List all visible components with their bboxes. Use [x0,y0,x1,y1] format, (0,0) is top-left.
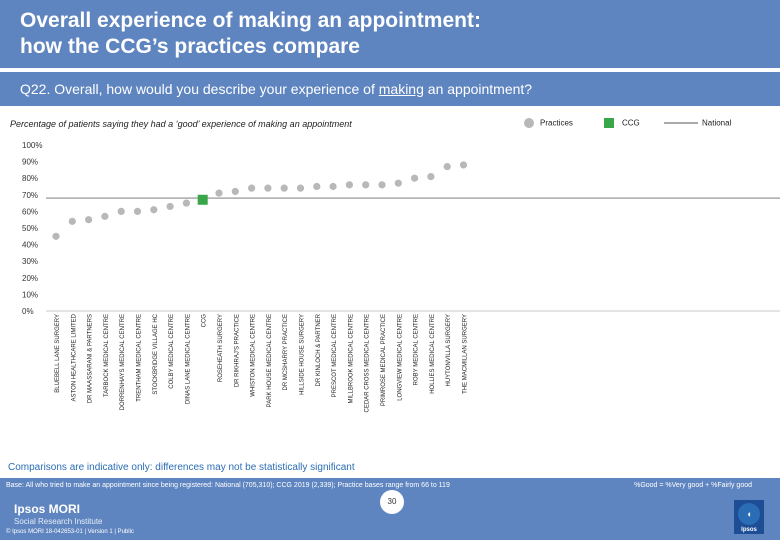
practice-point [378,181,386,189]
category-label: THE MACMILLAN SURGERY [463,314,469,394]
practice-point [459,161,468,169]
y-tick-label: 60% [22,207,38,216]
copyright-text: © Ipsos MORI 18-042653-01 | Version 1 | … [6,529,134,535]
y-tick-label: 90% [22,158,38,167]
question-text: Q22. Overall, how would you describe you… [20,81,532,97]
category-label: COLBY MEDICAL CENTRE [169,314,175,389]
ccg-marker [197,194,208,205]
practice-point [150,206,158,214]
practice-point [411,174,419,182]
logo-mark-icon: ◖ [738,503,760,525]
practice-point [345,181,353,189]
category-label: DR KINLOCH & PARTNER [316,313,322,386]
practice-point [182,199,190,207]
practice-point [329,182,337,191]
practice-point [215,189,223,197]
category-label: PRESCOT MEDICAL CENTRE [332,314,338,397]
base-note: Base: All who tried to make an appointme… [6,482,450,489]
practice-point [443,162,451,171]
logo-text: Ipsos [741,527,757,533]
question-bar: Q22. Overall, how would you describe you… [0,72,780,106]
practice-point [264,184,272,192]
comparison-note: Comparisons are indicative only: differe… [8,462,355,473]
category-label: BLUEBELL LANE SURGERY [55,314,61,393]
brand-subname: Social Research Institute [14,517,103,526]
practice-point [313,182,321,191]
category-label: DR MAASSARANI & PARTNERS [88,314,94,403]
page-title: Overall experience of making an appointm… [20,8,481,60]
category-label: DR RIKHRAJ'S PRACTICE [234,314,240,387]
practice-point [280,184,288,192]
legend-ccg-marker [604,118,614,128]
y-tick-label: 70% [22,191,38,200]
category-label: ASTON HEALTHCARE LIMITED [71,313,77,401]
question-underlined: making [378,81,424,97]
y-tick-label: 10% [22,290,38,299]
chart-subtitle: Percentage of patients saying they had a… [10,119,352,129]
category-label: DORRENHAYS MEDICAL CENTRE [120,314,126,410]
category-label: DR MCSHARRY PRACTICE [283,314,289,390]
practice-point [101,212,109,220]
practice-point [362,181,370,189]
y-tick-label: 50% [22,224,38,233]
category-label: MILLBROOK MEDICAL CENTRE [348,314,354,403]
practice-point [427,172,435,181]
practice-point [296,184,305,192]
practice-point [133,207,142,215]
question-suffix: an appointment? [423,81,533,97]
y-tick-label: 30% [22,257,38,266]
question-prefix: Q22. Overall, how would you describe you… [20,81,379,97]
footer-bar: Base: All who tried to make an appointme… [0,478,780,540]
category-label: ROSEHEATH SURGERY [218,314,224,382]
practice-point [52,232,60,240]
legend-national-marker [664,121,698,124]
category-label: HILLSIDE HOUSE SURGERY [300,314,306,395]
page-number: 30 [380,490,404,514]
legend-national-label: National [702,118,732,128]
category-label: CCG [202,314,208,328]
practice-point [166,202,174,211]
practice-point [248,184,256,192]
category-label: DINAS LANE MEDICAL CENTRE [185,314,191,404]
y-tick-label: 0% [22,307,34,316]
category-label: HOLLIES MEDICAL CENTRE [430,314,436,394]
category-label: ROBY MEDICAL CENTRE [414,314,420,385]
legend-ccg: CCG [604,118,640,128]
brand-name: Ipsos MORI [14,502,81,516]
ipsos-logo: ◖ Ipsos [734,500,764,534]
category-label: WHISTON MEDICAL CENTRE [251,314,257,397]
practice-point [68,217,76,225]
category-label: CEDAR CROSS MEDICAL CENTRE [365,314,371,412]
category-label: STOCKBRIDGE VILLAGE HC [153,313,159,394]
legend-practices-label: Practices [540,118,573,128]
y-tick-label: 20% [22,274,38,283]
y-tick-label: 40% [22,241,38,250]
legend-practices: Practices [524,118,573,128]
y-tick-label: 80% [22,174,38,183]
y-tick-label: 100% [22,141,42,150]
header-bar: Overall experience of making an appointm… [0,0,780,68]
legend-national: National [664,118,731,127]
practice-point [231,187,239,196]
category-label: PARK HOUSE MEDICAL CENTRE [267,314,273,407]
category-label: HUYTONVILLA SURGERY [446,314,452,386]
title-line-2: how the CCG’s practices compare [20,35,360,58]
good-definition: %Good = %Very good + %Fairly good [634,482,752,489]
legend-practices-marker [524,118,534,128]
category-label: PRIMROSE MEDICAL PRACTICE [381,314,387,406]
legend-ccg-label: CCG [622,118,640,128]
practice-point [394,179,402,187]
title-line-1: Overall experience of making an appointm… [20,9,481,32]
practice-point [85,216,93,224]
category-label: TARBOCK MEDICAL CENTRE [104,314,110,397]
chart-plot: 0% 10% 20% 30% 40% 50% 60% 70% 80% 90% 100% BLUEBEL… [22,141,780,412]
category-label: TRENTHAM MEDICAL CENTRE [137,314,143,402]
category-label: LONGVIEW MEDICAL CENTRE [397,314,403,401]
practice-point [117,207,125,215]
